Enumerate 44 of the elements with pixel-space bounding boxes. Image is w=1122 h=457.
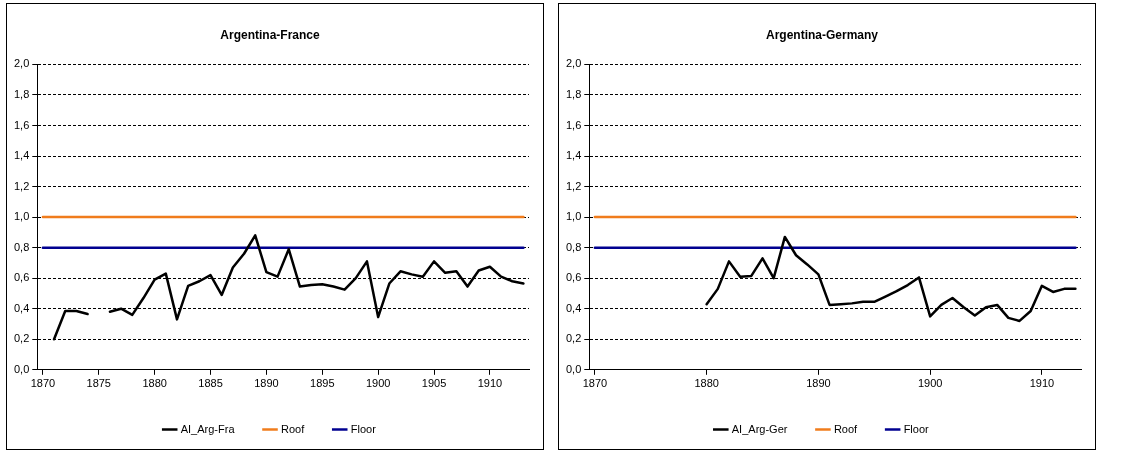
- y-tick-label: 0,4: [565, 301, 582, 314]
- legend-label: AI_Arg-Fra: [180, 422, 236, 435]
- y-tick-label: 1,6: [13, 118, 30, 131]
- x-tick-label: 1890: [254, 377, 279, 390]
- chart-title: Argentina-Germany: [765, 27, 879, 42]
- x-tick-label: 1905: [421, 377, 447, 390]
- y-tick-label: 0,4: [13, 301, 30, 314]
- x-tick-label: 1880: [142, 377, 167, 390]
- legend-label: Floor: [350, 422, 377, 435]
- y-tick-label: 1,0: [13, 210, 30, 223]
- y-tick-label: 1,0: [565, 210, 582, 223]
- legend-label: Roof: [281, 422, 306, 435]
- y-tick-label: 2,0: [565, 57, 582, 70]
- y-tick-label: 0,2: [565, 332, 582, 345]
- x-tick-label: 1885: [198, 377, 223, 390]
- x-tick-label: 1880: [694, 377, 719, 390]
- y-tick-label: 0,2: [13, 332, 30, 345]
- chart-title: Argentina-France: [220, 27, 320, 42]
- x-tick-label: 1890: [806, 377, 831, 390]
- y-tick-label: 0,8: [13, 240, 30, 253]
- x-tick-label: 1870: [30, 377, 56, 390]
- x-tick-label: 1870: [582, 377, 608, 390]
- y-tick-label: 0,6: [565, 271, 582, 284]
- x-tick-label: 1910: [477, 377, 503, 390]
- legend-label: Roof: [833, 422, 859, 435]
- y-tick-label: 2,0: [13, 57, 30, 70]
- x-tick-label: 1895: [310, 377, 335, 390]
- x-tick-label: 1900: [917, 377, 943, 390]
- x-tick-label: 1900: [365, 377, 391, 390]
- y-tick-label: 0,0: [13, 362, 30, 375]
- y-tick-label: 1,2: [13, 179, 30, 192]
- y-tick-label: 1,8: [13, 87, 30, 100]
- y-tick-label: 1,4: [565, 149, 582, 162]
- legend-label: Floor: [903, 422, 930, 435]
- y-tick-label: 0,0: [565, 362, 582, 375]
- y-tick-label: 1,4: [13, 149, 30, 162]
- y-tick-label: 1,2: [565, 179, 582, 192]
- x-tick-label: 1910: [1029, 377, 1055, 390]
- y-tick-label: 0,6: [13, 271, 30, 284]
- y-tick-label: 1,8: [565, 87, 582, 100]
- y-tick-label: 0,8: [565, 240, 582, 253]
- y-tick-label: 1,6: [565, 118, 582, 131]
- legend-label: AI_Arg-Ger: [731, 422, 788, 435]
- x-tick-label: 1875: [86, 377, 111, 390]
